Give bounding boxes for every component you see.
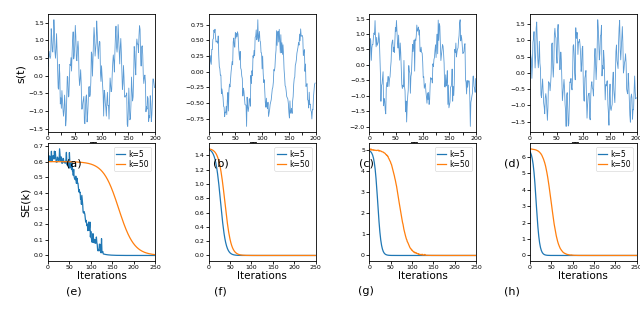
k=5 [249, 253, 257, 257]
k=50 [526, 147, 534, 151]
X-axis label: Time: Time [89, 142, 114, 152]
k=5 [312, 253, 319, 257]
k=50 [408, 248, 416, 252]
k=5 [62, 157, 70, 161]
k=50 [248, 253, 255, 257]
k=5 [440, 253, 447, 257]
k=50 [205, 147, 212, 151]
Y-axis label: SE(k): SE(k) [21, 188, 31, 217]
k=50 [365, 148, 373, 152]
Line: k=5: k=5 [48, 149, 155, 255]
X-axis label: Iterations: Iterations [237, 271, 287, 281]
k=5 [408, 253, 416, 257]
Legend: k=5, k=50: k=5, k=50 [435, 147, 472, 171]
k=5 [410, 253, 417, 257]
k=5 [588, 253, 595, 257]
k=5 [248, 253, 255, 257]
Text: (h): (h) [504, 286, 520, 296]
k=5 [88, 236, 95, 239]
k=5 [118, 253, 126, 257]
k=50 [106, 182, 113, 186]
k=5 [437, 253, 445, 257]
k=50 [118, 216, 125, 220]
k=50 [249, 253, 257, 257]
k=50 [410, 250, 417, 254]
Line: k=50: k=50 [369, 149, 476, 255]
k=50 [278, 253, 286, 257]
k=5 [628, 253, 636, 257]
k=50 [367, 147, 374, 151]
Line: k=5: k=5 [369, 151, 476, 255]
Text: (c): (c) [358, 158, 374, 168]
k=50 [222, 211, 230, 215]
k=50 [628, 253, 636, 257]
Text: (g): (g) [358, 286, 374, 296]
k=5 [365, 149, 373, 153]
Text: (a): (a) [66, 158, 81, 168]
k=5 [56, 147, 63, 151]
k=5 [222, 243, 230, 246]
k=50 [569, 253, 577, 257]
k=50 [307, 253, 315, 257]
Line: k=5: k=5 [530, 151, 636, 255]
k=5 [44, 151, 52, 155]
k=50 [472, 253, 479, 257]
X-axis label: Time: Time [410, 142, 435, 152]
k=50 [312, 253, 319, 257]
k=50 [266, 253, 274, 257]
Legend: k=5, k=50: k=5, k=50 [275, 147, 312, 171]
X-axis label: Time: Time [250, 142, 275, 152]
k=50 [468, 253, 476, 257]
k=5 [89, 237, 97, 241]
k=5 [151, 253, 159, 257]
Line: k=50: k=50 [209, 149, 316, 255]
X-axis label: Iterations: Iterations [558, 271, 608, 281]
X-axis label: Iterations: Iterations [77, 271, 127, 281]
Text: (b): (b) [213, 158, 228, 168]
k=5 [278, 253, 286, 257]
k=5 [595, 253, 603, 257]
k=50 [588, 253, 595, 257]
k=50 [87, 162, 95, 166]
k=50 [151, 253, 159, 257]
k=50 [632, 253, 640, 257]
k=5 [266, 253, 274, 257]
k=50 [440, 253, 447, 257]
k=5 [526, 149, 534, 153]
k=5 [632, 253, 640, 257]
k=5 [205, 148, 212, 151]
Y-axis label: s(t): s(t) [16, 64, 26, 83]
k=5 [600, 253, 607, 257]
k=50 [428, 253, 435, 257]
k=50 [543, 173, 551, 177]
k=50 [600, 253, 607, 257]
Text: (d): (d) [504, 158, 520, 168]
k=50 [570, 253, 578, 257]
Line: k=50: k=50 [530, 149, 636, 255]
k=50 [88, 163, 96, 166]
k=5 [570, 253, 578, 257]
Text: (f): (f) [214, 286, 227, 296]
Legend: k=5, k=50: k=5, k=50 [114, 147, 151, 171]
k=5 [569, 253, 577, 257]
k=5 [472, 253, 479, 257]
Legend: k=5, k=50: k=5, k=50 [596, 147, 633, 171]
Line: k=5: k=5 [209, 149, 316, 255]
k=5 [468, 253, 476, 257]
k=50 [383, 153, 391, 157]
Text: (e): (e) [66, 286, 81, 296]
k=5 [543, 253, 551, 257]
k=50 [44, 160, 52, 164]
k=50 [147, 252, 154, 256]
k=5 [307, 253, 315, 257]
k=5 [106, 253, 114, 257]
X-axis label: Time: Time [571, 142, 596, 152]
k=5 [427, 253, 435, 257]
X-axis label: Iterations: Iterations [397, 271, 447, 281]
k=5 [147, 253, 155, 257]
Line: k=50: k=50 [48, 162, 155, 255]
k=5 [383, 253, 390, 257]
k=50 [61, 160, 69, 164]
